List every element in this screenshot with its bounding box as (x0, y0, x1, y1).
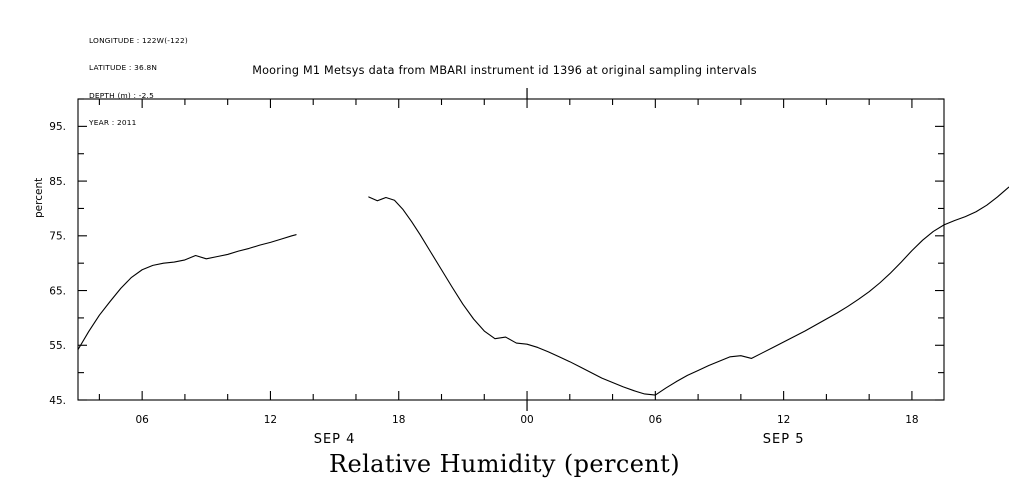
latitude-text: LATITUDE : 36.8N (89, 63, 158, 73)
x-tick-label: 18 (392, 414, 405, 426)
x-tick-label: 12 (777, 414, 790, 426)
longitude-text: LONGITUDE : 122W(-122) (89, 36, 188, 46)
y-tick-label: 45. (49, 395, 66, 407)
year-text: YEAR : 2011 (89, 118, 137, 128)
x-tick-label: 18 (905, 414, 918, 426)
chart-title: Mooring M1 Metsys data from MBARI instru… (252, 64, 757, 77)
y-tick-label: 55. (49, 340, 66, 352)
y-tick-label: 75. (49, 231, 66, 243)
plot-frame (77, 98, 945, 401)
y-tick-label: 65. (49, 285, 66, 297)
y-tick-label: 85. (49, 176, 66, 188)
data-line (77, 234, 297, 351)
axes-layer (77, 88, 945, 411)
depth-text: DEPTH (m) : -2.5 (89, 90, 155, 100)
chart-caption: Relative Humidity (percent) (329, 450, 680, 478)
data-line (368, 186, 1009, 396)
x-tick-label: 12 (264, 414, 277, 426)
x-tick-label: 06 (649, 414, 663, 426)
x-day-label: SEP 4 (314, 432, 356, 447)
x-day-label: SEP 5 (763, 432, 805, 447)
y-tick-label: 95. (49, 121, 66, 133)
x-tick-label: 06 (135, 414, 149, 426)
x-tick-label: 00 (520, 414, 533, 426)
axis-labels-layer: 45. 55. 65. 75. 85. 95. 06 12 18 00 06 12 18 SEP 4 SEP… (49, 121, 918, 447)
station-metadata: LONGITUDE : 122W(-122) LATITUDE : 36.8N … (89, 18, 188, 136)
data-series-layer (77, 186, 1009, 396)
